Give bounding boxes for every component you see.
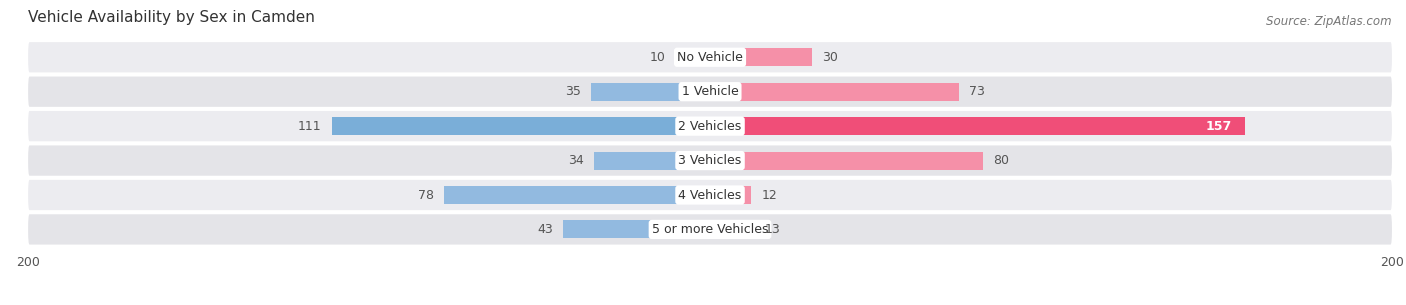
Bar <box>676 48 710 66</box>
Text: 73: 73 <box>969 85 986 98</box>
Text: 43: 43 <box>537 223 553 236</box>
FancyBboxPatch shape <box>28 77 1392 107</box>
Text: Source: ZipAtlas.com: Source: ZipAtlas.com <box>1267 15 1392 28</box>
Text: 12: 12 <box>761 188 778 202</box>
Text: 5 or more Vehicles: 5 or more Vehicles <box>652 223 768 236</box>
Bar <box>710 48 813 66</box>
Text: 78: 78 <box>418 188 434 202</box>
Text: 111: 111 <box>298 120 322 133</box>
FancyBboxPatch shape <box>28 180 1392 210</box>
Bar <box>444 186 710 204</box>
Text: 4 Vehicles: 4 Vehicles <box>679 188 741 202</box>
Bar <box>710 186 751 204</box>
Text: 35: 35 <box>565 85 581 98</box>
Text: 30: 30 <box>823 51 838 64</box>
Text: 1 Vehicle: 1 Vehicle <box>682 85 738 98</box>
FancyBboxPatch shape <box>28 111 1392 141</box>
Text: No Vehicle: No Vehicle <box>678 51 742 64</box>
FancyBboxPatch shape <box>28 214 1392 245</box>
FancyBboxPatch shape <box>28 145 1392 176</box>
Text: 10: 10 <box>650 51 665 64</box>
Bar <box>595 152 710 170</box>
Text: 3 Vehicles: 3 Vehicles <box>679 154 741 167</box>
Bar <box>591 83 710 101</box>
Bar <box>332 117 710 135</box>
Text: Vehicle Availability by Sex in Camden: Vehicle Availability by Sex in Camden <box>28 9 315 24</box>
Bar <box>710 221 755 239</box>
Text: 2 Vehicles: 2 Vehicles <box>679 120 741 133</box>
Text: 157: 157 <box>1205 120 1232 133</box>
Text: 34: 34 <box>568 154 583 167</box>
Text: 80: 80 <box>993 154 1010 167</box>
Bar <box>710 152 983 170</box>
Text: 13: 13 <box>765 223 780 236</box>
Bar <box>564 221 710 239</box>
Bar <box>710 83 959 101</box>
Bar <box>710 117 1246 135</box>
FancyBboxPatch shape <box>28 42 1392 72</box>
